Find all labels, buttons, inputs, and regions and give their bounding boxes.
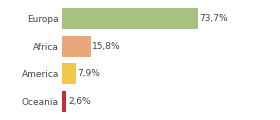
Text: 7,9%: 7,9% xyxy=(78,69,101,78)
Bar xyxy=(62,36,91,57)
Bar xyxy=(62,91,66,112)
Text: 2,6%: 2,6% xyxy=(68,97,91,106)
Bar xyxy=(62,8,198,29)
Text: 15,8%: 15,8% xyxy=(92,42,121,51)
Text: 73,7%: 73,7% xyxy=(199,14,228,23)
Bar xyxy=(62,63,76,84)
